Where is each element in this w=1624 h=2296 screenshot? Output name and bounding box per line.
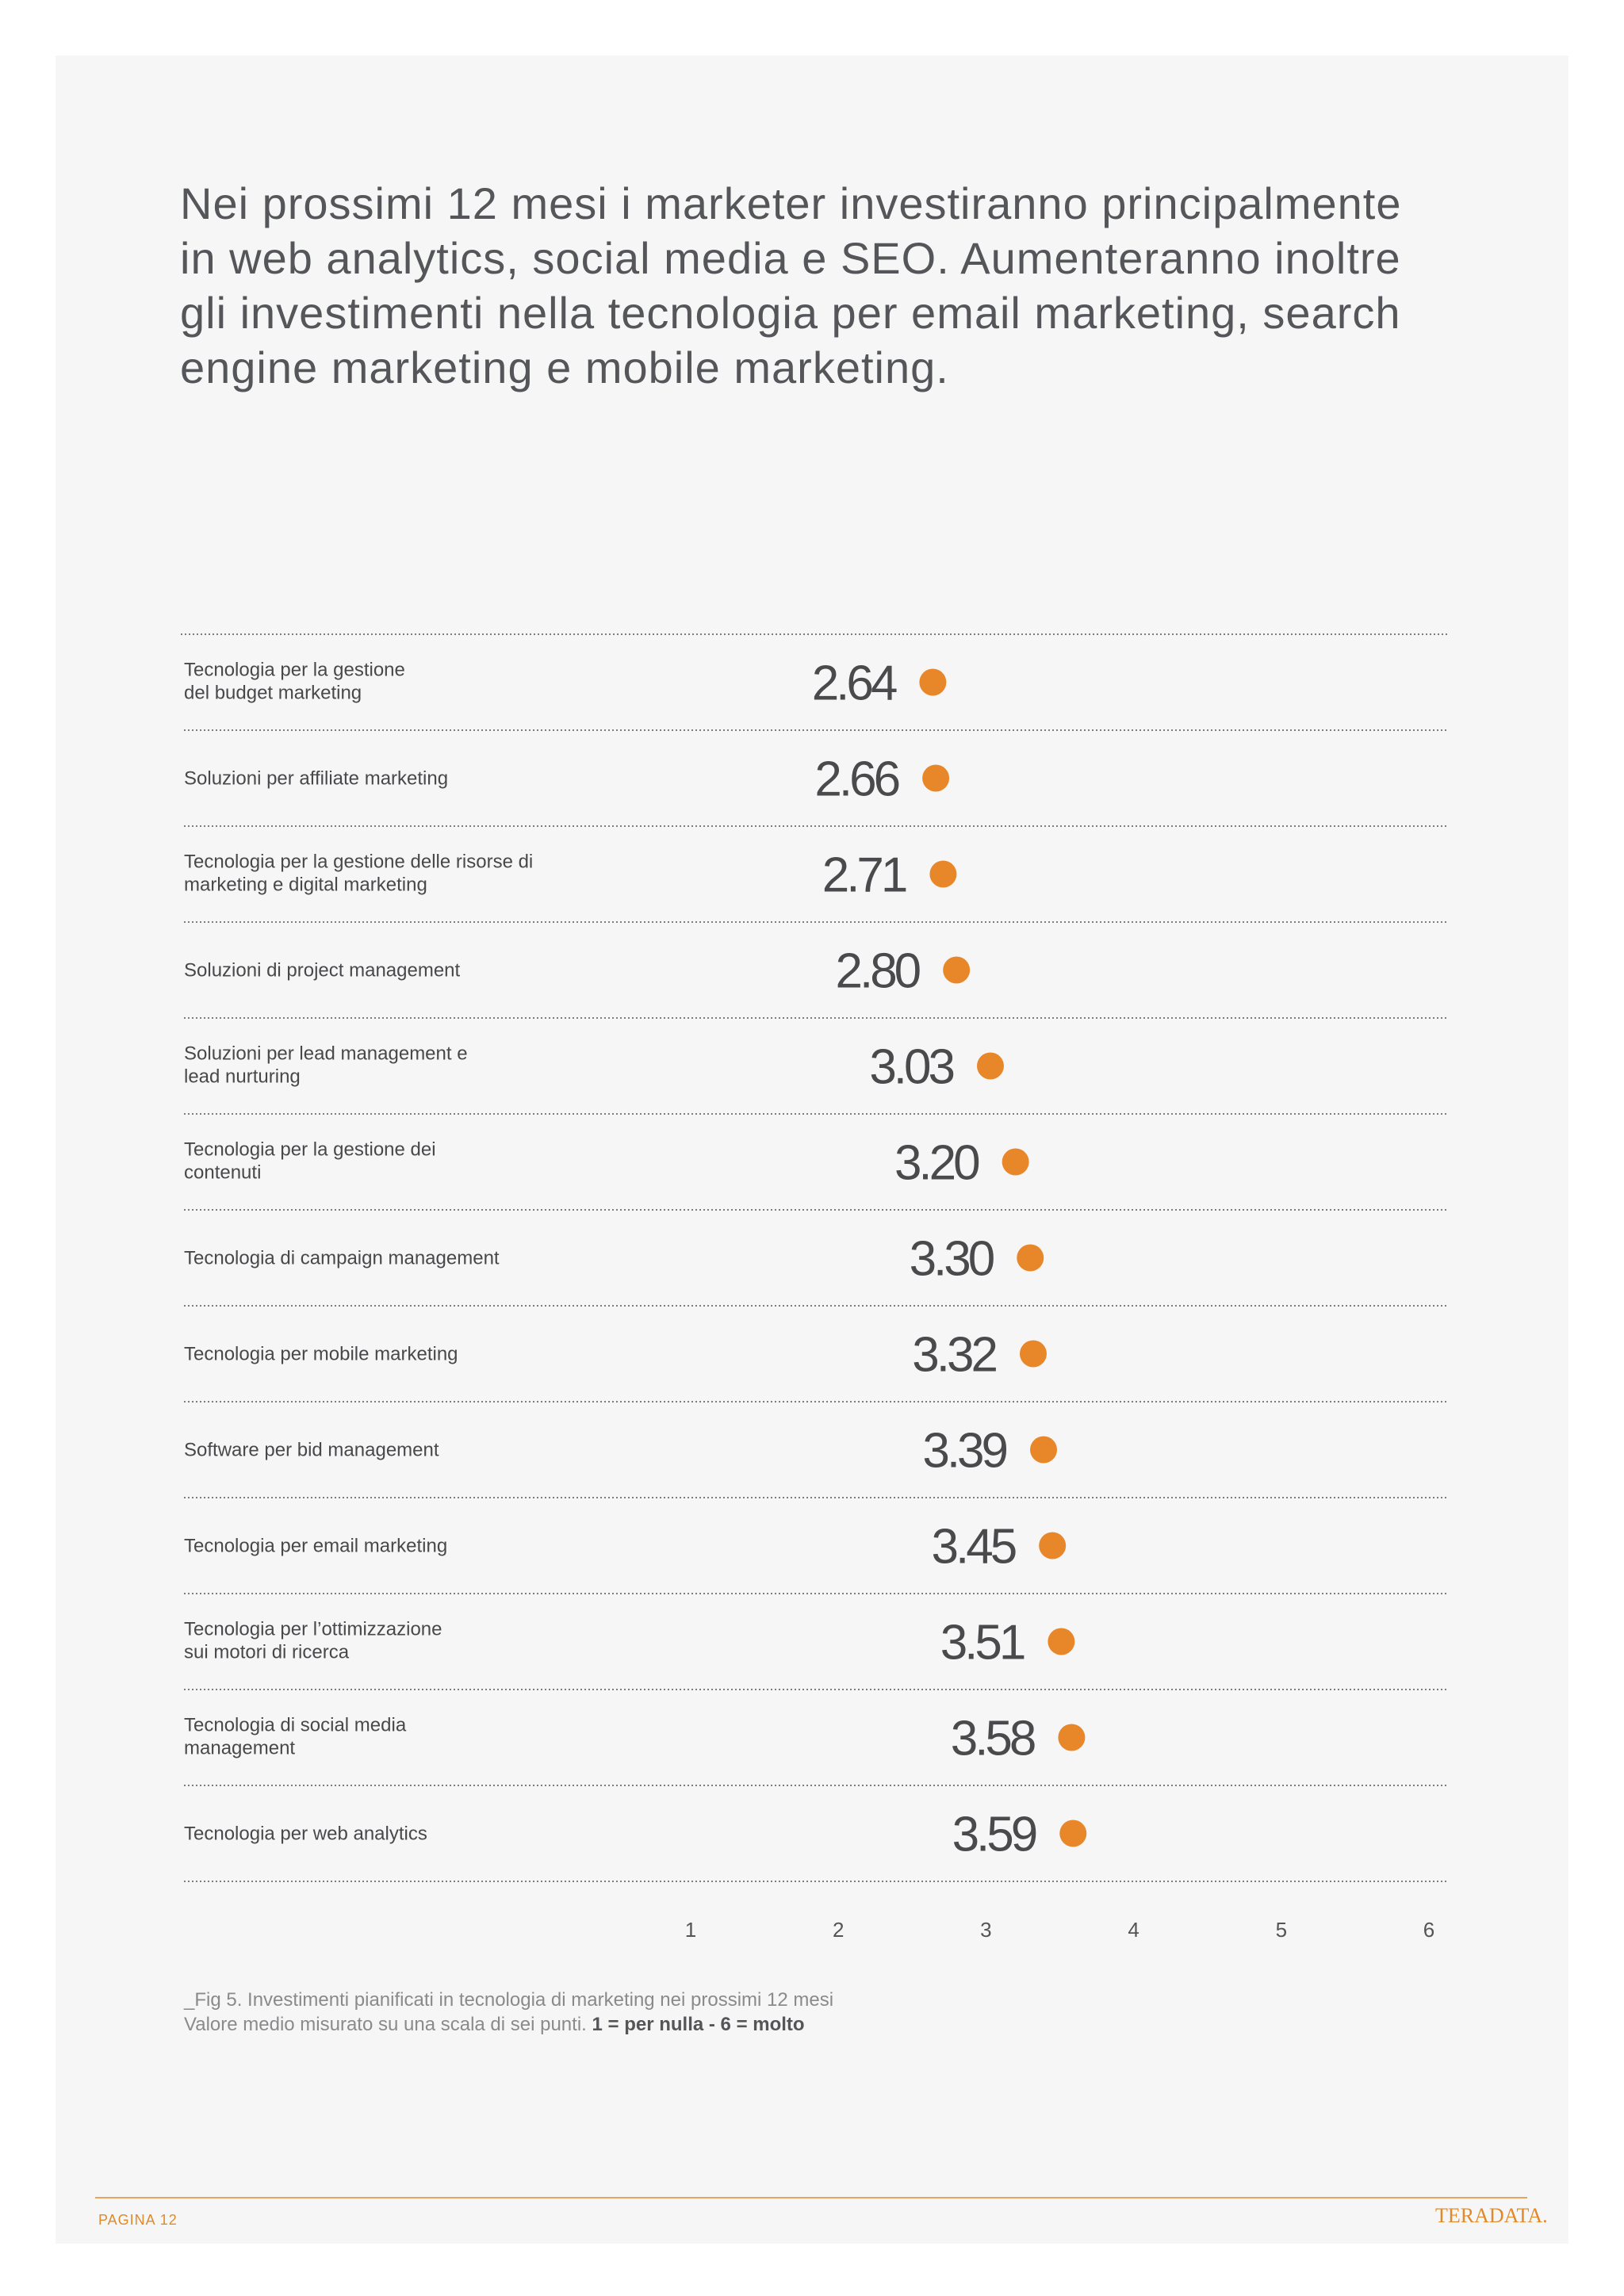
x-tick-label: 1 — [685, 1918, 696, 1942]
page-headline: Nei prossimi 12 mesi i marketer investir… — [180, 178, 1402, 392]
value-label: 3.32 — [912, 1328, 996, 1383]
row-label: Tecnologia per la gestione del budget mar… — [184, 660, 405, 704]
value-label: 3.45 — [932, 1520, 1016, 1575]
row-label: Soluzioni di project management — [184, 960, 461, 982]
x-tick-label: 4 — [1128, 1918, 1139, 1942]
figure-caption: _Fig 5. Investimenti pianificati in tecn… — [184, 1988, 1136, 2037]
row-label: Tecnologia per l’ottimizzazione sui motor… — [184, 1619, 442, 1663]
data-point — [976, 1052, 1004, 1080]
data-point — [943, 956, 971, 984]
data-point — [1059, 1820, 1087, 1847]
data-point — [1058, 1724, 1086, 1751]
row-label: Tecnologia di social media management — [184, 1715, 407, 1759]
caption-title: _Fig 5. Investimenti pianificati in tecn… — [184, 1989, 834, 2011]
data-point — [1002, 1148, 1029, 1176]
value-label: 2.71 — [822, 848, 906, 903]
page-number: PAGINA 12 — [98, 2212, 178, 2228]
data-point — [929, 860, 957, 888]
data-point — [1039, 1532, 1067, 1559]
value-label: 3.03 — [869, 1040, 953, 1095]
value-label: 3.30 — [910, 1232, 994, 1287]
value-label: 3.20 — [894, 1136, 979, 1191]
data-point — [1017, 1244, 1044, 1272]
x-tick-label: 3 — [980, 1918, 991, 1942]
caption-scale-text: Valore medio misurato su una scala di se… — [184, 2014, 592, 2035]
x-tick-label: 6 — [1423, 1918, 1434, 1942]
data-point — [919, 668, 947, 696]
data-point — [922, 764, 950, 792]
value-label: 3.51 — [940, 1616, 1025, 1670]
teradata-logo: TERADATA. — [1435, 2204, 1548, 2227]
row-label: Soluzioni per lead management e lead nurt… — [184, 1043, 468, 1088]
footer-rule — [95, 2197, 1527, 2198]
data-point — [1019, 1340, 1047, 1368]
row-label: Tecnologia per la gestione delle risorse… — [184, 851, 533, 896]
data-point — [1048, 1628, 1075, 1655]
value-label: 3.58 — [951, 1712, 1035, 1766]
x-tick-label: 5 — [1276, 1918, 1287, 1942]
data-point — [1030, 1436, 1058, 1464]
caption-note: Valore medio misurato su una scala di se… — [184, 2012, 1136, 2037]
caption-scale-legend: 1 = per nulla - 6 = molto — [592, 2014, 805, 2035]
row-label: Tecnologia per la gestione dei contenuti — [184, 1139, 436, 1184]
row-label: Tecnologia per web analytics — [184, 1823, 427, 1845]
value-label: 2.66 — [814, 752, 898, 807]
page-panel — [56, 55, 1568, 2244]
value-label: 2.64 — [812, 656, 897, 711]
value-label: 3.39 — [922, 1424, 1006, 1479]
x-tick-label: 2 — [833, 1918, 844, 1942]
row-label: Tecnologia per mobile marketing — [184, 1344, 458, 1365]
row-label: Soluzioni per affiliate marketing — [184, 768, 448, 790]
value-label: 3.59 — [952, 1808, 1036, 1862]
value-label: 2.80 — [835, 944, 920, 999]
row-label: Tecnologia di campaign management — [184, 1248, 500, 1269]
row-label: Tecnologia per email marketing — [184, 1536, 447, 1557]
row-label: Software per bid management — [184, 1440, 439, 1461]
